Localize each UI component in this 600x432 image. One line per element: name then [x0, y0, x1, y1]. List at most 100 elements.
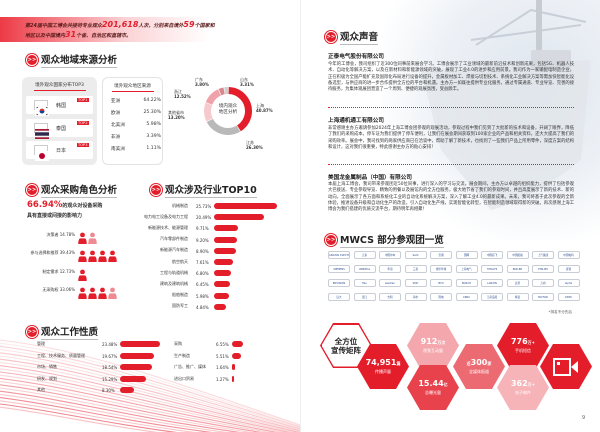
donut-slice-1 [204, 87, 252, 135]
donut-center-line-2: 地区分析 [218, 110, 238, 115]
work-label: 广告、推广、媒体 [174, 364, 206, 369]
stat-caption: 总曝光量 [425, 389, 441, 395]
wave-line [0, 390, 241, 432]
donut-label-name: 其他省市 [168, 110, 184, 115]
industry-bar [214, 281, 230, 288]
country-name: 日本 [56, 148, 67, 154]
wave-line [0, 349, 300, 429]
card-title: 境外观众地区来源 [114, 84, 151, 89]
stat-caption: 手机短信 [515, 347, 531, 353]
stat-value: 74,951篇 [366, 358, 401, 367]
company-logo: 万向 [532, 279, 554, 287]
domestic-region-donut [204, 87, 252, 135]
donut-label-value: 13.20% [168, 115, 185, 120]
stat-unit: 万+ [527, 381, 536, 387]
work-value: 8.30% [102, 388, 115, 393]
matrix-title-line-2: 宣传矩阵 [331, 345, 361, 355]
industry-value: 6.45% [196, 282, 209, 288]
stat-number: 300 [470, 357, 488, 367]
heading-text: 观众工作性质 [41, 324, 99, 340]
work-label: 管理 [37, 341, 45, 346]
company-logo: CRRC [455, 293, 478, 301]
section-heading-mwcs: >> MWCS 部分参观团一览 [325, 232, 444, 248]
matrix-title-line-1: 全方位 [334, 336, 358, 346]
work-value: 15.29% [102, 376, 118, 382]
rank-badge: TOP3 [76, 143, 89, 147]
company-name: 正泰电气股份有限公司 [328, 54, 384, 60]
work-value: 23.48% [102, 342, 118, 347]
person-light-icon [88, 229, 97, 248]
chevron-right-icon: >> [26, 326, 38, 338]
company-logo: 锦江 [353, 293, 376, 301]
stat-number: 362 [510, 378, 528, 388]
wave-line [0, 361, 300, 432]
person-icon [88, 284, 97, 303]
company-logo: SIEMENS [328, 265, 350, 273]
stat-prefix: 近 [466, 360, 471, 366]
donut-label-name: 山东 [240, 77, 248, 82]
stat-value: 近300家 [466, 357, 492, 367]
company-logo: 远大 [328, 293, 350, 301]
video-camera-icon [540, 344, 592, 389]
donut-label-value: 3.80% [195, 82, 209, 87]
heading-text: 观众声音 [340, 29, 379, 45]
company-logo: 上汽集团 [532, 251, 554, 259]
wave-line [0, 358, 300, 432]
industry-label: 航空航天 [172, 258, 188, 264]
company-logo: BOILER [506, 265, 529, 273]
industry-bar [214, 303, 226, 310]
work-label: 其他 [37, 387, 45, 392]
company-logo: LANXIN [481, 279, 503, 287]
industry-value: 9.20% [196, 237, 209, 243]
company-logo: 江南造船 [481, 293, 503, 301]
wave-line [0, 406, 159, 432]
wave-line [0, 377, 278, 432]
industry-bar [214, 236, 237, 243]
overseas-region-row: 北美洲 5.98% [111, 122, 161, 128]
person-icon [78, 229, 87, 248]
company-logo: 中国电科 [557, 251, 580, 259]
divider [33, 90, 86, 91]
company-logo: BOSCH [455, 279, 478, 287]
chevron-right-icon: >> [325, 234, 337, 246]
crane-ship-illustration [421, 0, 591, 210]
company-logo: 正泰 [353, 251, 376, 259]
company-logo: 三菱 [404, 265, 427, 273]
role-headline: 66.94%的观众对设备采购 [27, 200, 102, 210]
company-logo: 延锋 [557, 265, 580, 273]
stat-hex: 912万次 视频互动量 [407, 323, 459, 368]
company-logo: ENVISION [328, 279, 350, 287]
country-row: 韩国 TOP1 [26, 96, 93, 116]
wave-line [0, 384, 262, 432]
wave-line [0, 400, 196, 432]
industry-bar [214, 214, 265, 221]
stat-unit: 家 [487, 360, 492, 366]
region-name: 南美洲 [111, 147, 125, 152]
intro-line-1: 第24届中国工博会共接待专业观众201,618人次，分别来自境外59个国家和 [25, 20, 215, 29]
donut-slice-5 [204, 87, 252, 135]
section-heading-role: >> 观众采购角色分析 [26, 182, 118, 198]
work-bar [120, 364, 152, 370]
headline-text: 的观众对设备采购 [62, 203, 103, 209]
stat-caption: 视频互动量 [423, 347, 443, 353]
company-name: 美国龙金属制品（中国）有限公司 [328, 175, 412, 181]
wave-line [0, 393, 228, 432]
industry-label: 国防军工 [172, 303, 188, 309]
donut-center-line-1: 境内观众 [218, 104, 238, 109]
industry-value: 25.73% [196, 204, 212, 209]
donut-label-name: 浙江 [174, 89, 182, 94]
rank-badge: TOP1 [76, 98, 89, 102]
korea-flag-icon [34, 100, 49, 116]
country-top3-card: 境外观众国家分布TOP3 韩国 TOP1 泰国 TOP2 日本 TOP3 [22, 77, 97, 165]
work-value: 19.67% [102, 353, 118, 359]
company-logo: SHANGHAI ELECTRIC [328, 251, 350, 259]
donut-label-value: 26.30% [246, 145, 263, 150]
chevron-right-icon: >> [26, 54, 38, 66]
footnote: *排名不分先后 [548, 310, 572, 314]
industry-label: 船舶制造 [172, 292, 188, 298]
donut-slice-2 [204, 87, 252, 135]
company-logo: MOTOR [532, 293, 554, 301]
stat-value: 912万次 [421, 337, 446, 346]
company-logo: 国网 [455, 251, 478, 259]
company-logo: UNIDEAL [353, 265, 376, 273]
